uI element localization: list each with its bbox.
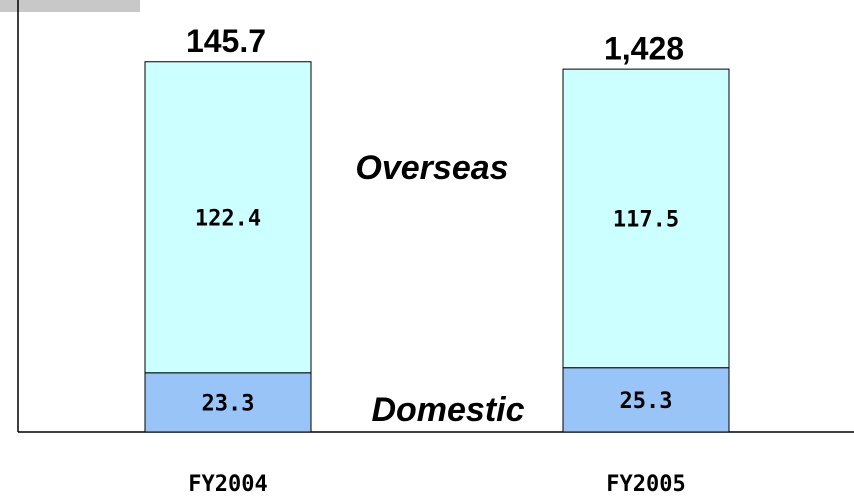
segment-label: 117.5	[613, 207, 679, 232]
total-label: 1,428	[604, 31, 684, 67]
bar-segment	[562, 367, 730, 433]
total-label: 145.7	[186, 23, 266, 59]
segment-label: 23.3	[202, 391, 255, 416]
header-box	[0, 0, 140, 12]
segment-label: 122.4	[195, 206, 261, 231]
x-tick-label: FY2005	[606, 472, 685, 497]
bar-segment	[144, 61, 312, 374]
bar-segment	[562, 68, 730, 369]
series-label: Overseas	[355, 149, 508, 187]
x-tick-label: FY2004	[188, 472, 267, 497]
series-label: Domestic	[371, 391, 524, 429]
segment-label: 25.3	[620, 389, 673, 414]
bar-segment	[144, 372, 312, 433]
